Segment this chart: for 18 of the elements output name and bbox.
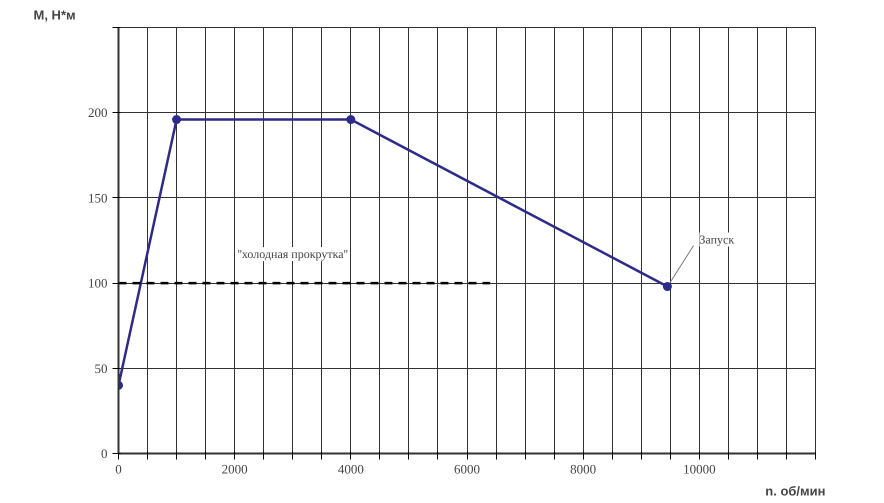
x-tick-label: 2000 <box>222 462 248 476</box>
x-tick-label: 6000 <box>454 462 480 476</box>
annotation: ''холодная прокрутка'' <box>238 247 348 262</box>
y-tick-label: 100 <box>88 276 108 291</box>
y-tick-label: 200 <box>88 105 108 120</box>
x-tick-label: 8000 <box>570 462 596 476</box>
x-tick-label: 0 <box>115 462 122 476</box>
point <box>172 115 182 124</box>
x-tick-label: 10000 <box>683 462 716 476</box>
x-tick-label: 4000 <box>338 462 364 476</box>
annotation: Запуск <box>699 232 734 247</box>
x-axis-title: n. об/мин <box>765 484 826 498</box>
y-axis-title: M, Н*м <box>34 8 76 22</box>
y-tick-label: 0 <box>101 446 108 461</box>
point <box>346 115 356 124</box>
y-tick-label: 50 <box>94 360 108 376</box>
y-tick-label: 150 <box>88 190 108 206</box>
point <box>662 282 672 291</box>
